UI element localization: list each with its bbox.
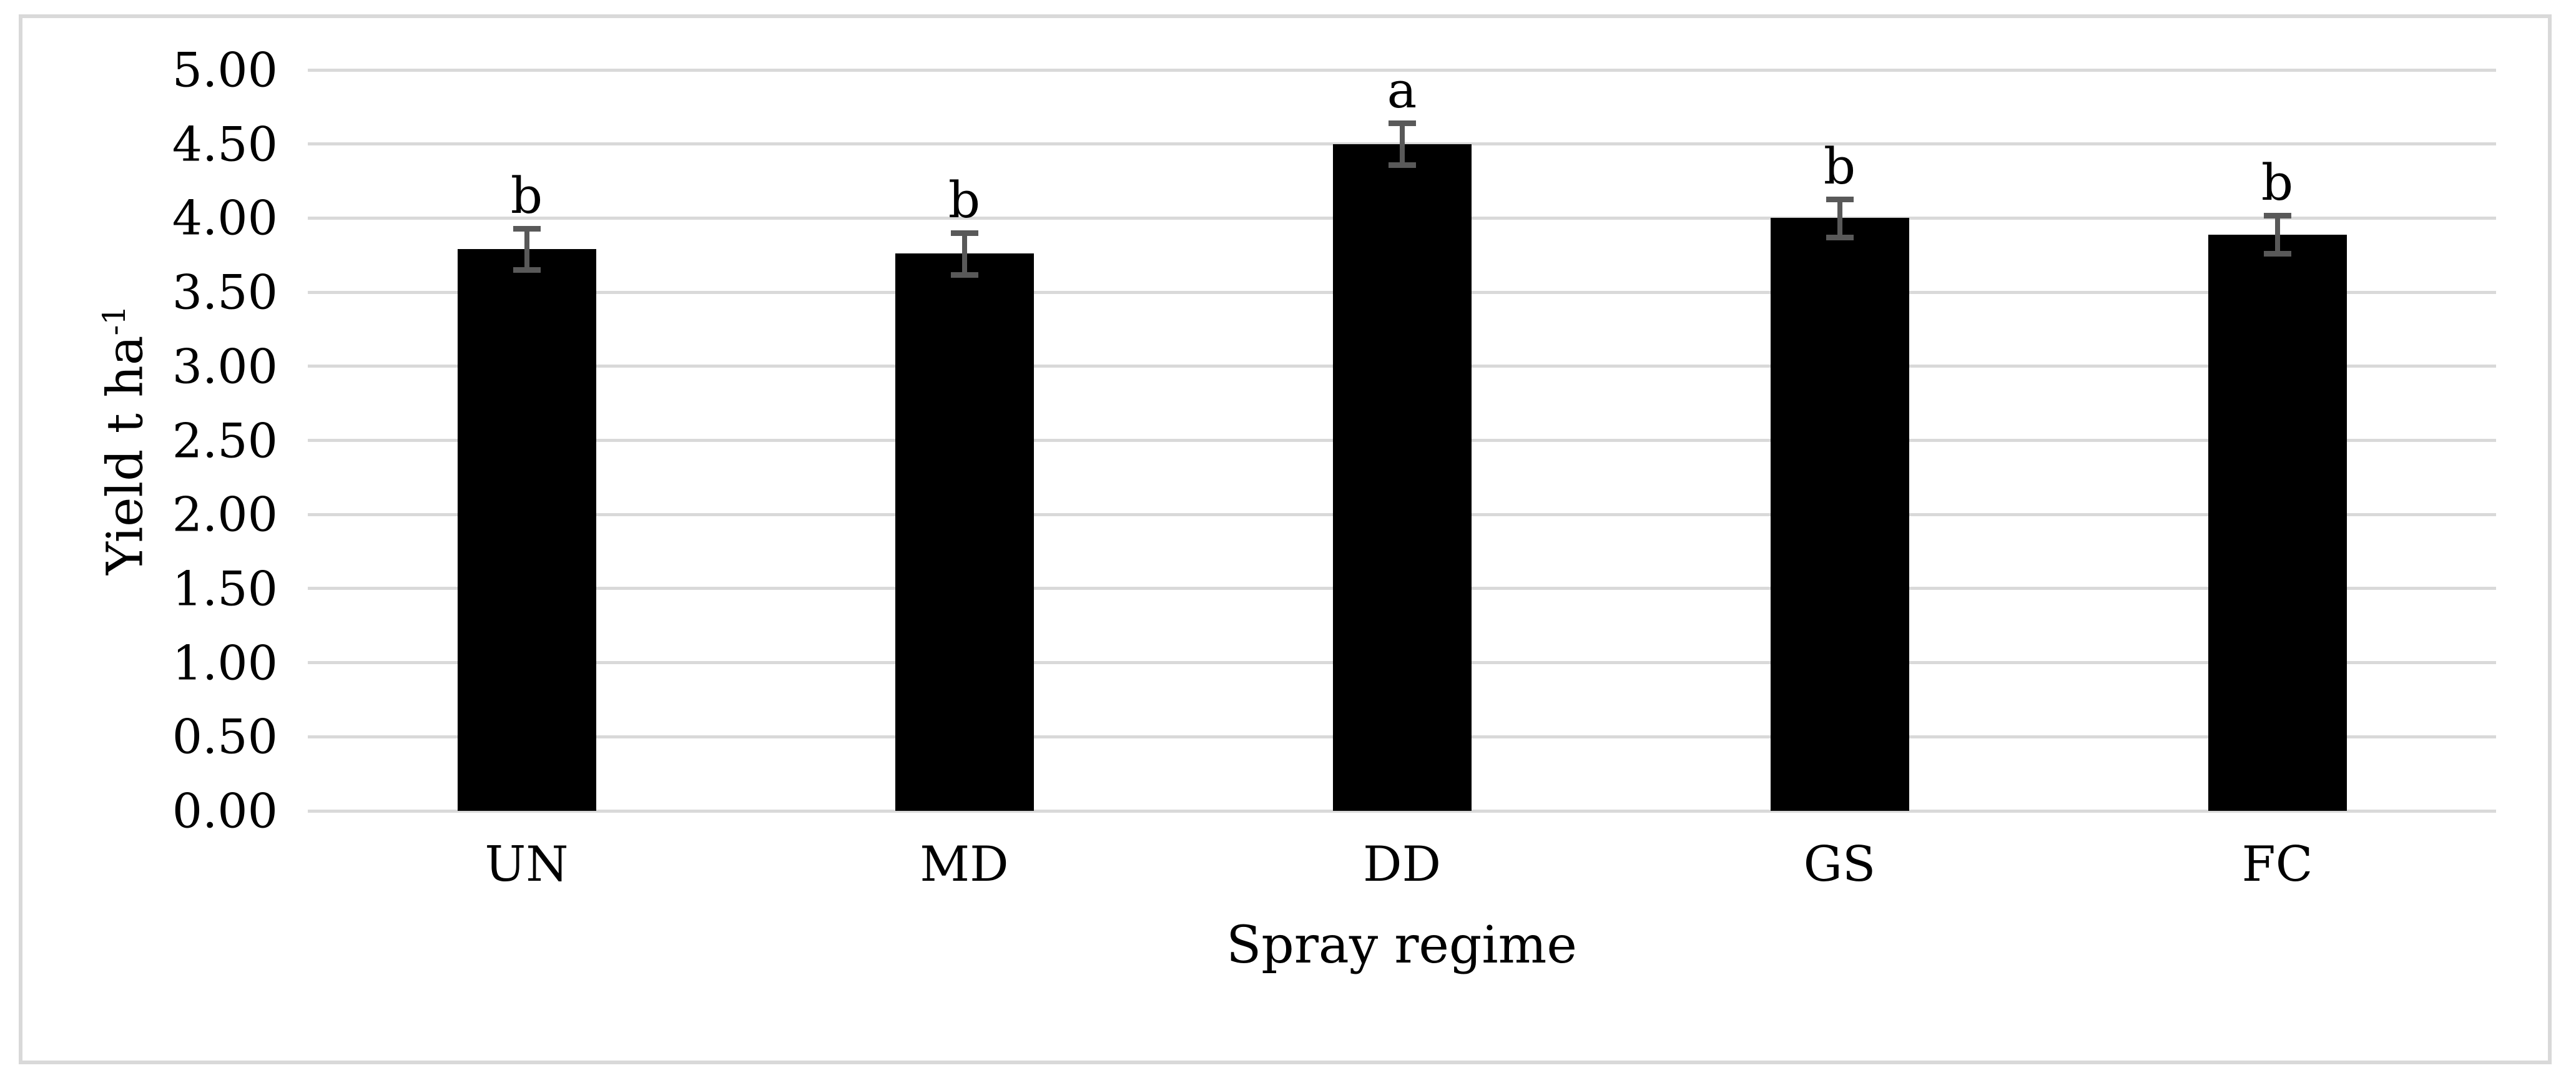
error-bar-cap-top-FC (2263, 212, 2291, 218)
y-tick-label: 4.00 (172, 190, 278, 246)
error-bar-GS (1837, 198, 1842, 238)
y-tick-label: 3.50 (172, 264, 278, 320)
sig-letter-FC: b (2261, 153, 2294, 212)
gridline (308, 809, 2496, 813)
y-tick-label: 0.00 (172, 783, 278, 839)
y-tick-label: 0.50 (172, 708, 278, 765)
y-axis-title-text: Yield t ha (96, 335, 154, 575)
sig-letter-DD: a (1387, 61, 1417, 120)
error-bar-cap-top-GS (1826, 196, 1854, 202)
sig-letter-GS: b (1823, 137, 1856, 195)
bar-DD (1332, 144, 1472, 811)
y-axis-title: Yield t ha-1 (96, 305, 154, 575)
chart-frame (19, 14, 2552, 1064)
bar-GS (1770, 218, 1909, 811)
error-bar-cap-top-MD (950, 230, 978, 237)
y-tick-label: 2.50 (172, 413, 278, 468)
y-tick-label: 3.00 (172, 338, 278, 394)
x-category-label-GS: GS (1803, 836, 1876, 893)
x-category-label-DD: DD (1362, 836, 1442, 893)
error-bar-cap-top-UN (513, 226, 541, 232)
y-tick-label: 4.50 (172, 116, 278, 172)
plot-area: b b a b b (308, 64, 2496, 813)
error-bar-UN (524, 228, 529, 270)
x-axis-title: Spray regime (1226, 916, 1577, 975)
y-axis-tick-labels: 5.00 4.50 4.00 3.50 3.00 2.50 2.00 1.50 1.00 0.50… (0, 42, 278, 839)
error-bar-MD (961, 233, 967, 275)
bar-UN (457, 249, 596, 811)
error-bar-cap-top-DD (1388, 120, 1416, 127)
error-bar-cap-bottom-FC (2263, 251, 2291, 257)
y-axis-title-exponent: -1 (96, 305, 132, 336)
error-bar-FC (2274, 215, 2280, 254)
error-bar-cap-bottom-GS (1826, 235, 1854, 241)
error-bar-cap-bottom-DD (1388, 162, 1416, 168)
sig-letter-UN: b (510, 167, 543, 225)
gridline (308, 68, 2496, 72)
error-bar-cap-bottom-MD (950, 272, 978, 278)
error-bar-cap-bottom-UN (513, 267, 541, 273)
x-category-label-UN: UN (484, 836, 569, 893)
y-tick-label: 1.50 (172, 561, 278, 617)
error-bar-DD (1399, 123, 1405, 165)
x-category-label-FC: FC (2241, 836, 2313, 893)
y-tick-label: 5.00 (172, 42, 278, 98)
y-tick-label: 1.00 (172, 635, 278, 691)
sig-letter-MD: b (948, 171, 981, 230)
y-tick-label: 2.00 (172, 486, 278, 542)
x-category-label-MD: MD (920, 836, 1009, 893)
bar-FC (2208, 234, 2347, 811)
x-axis-category-labels: UN MD DD GS FC (308, 835, 2496, 894)
bar-MD (895, 253, 1034, 811)
